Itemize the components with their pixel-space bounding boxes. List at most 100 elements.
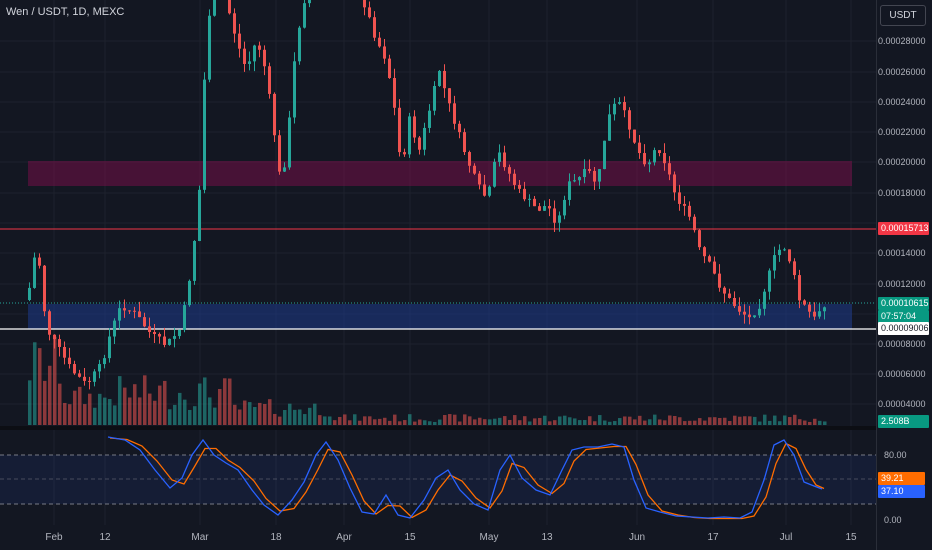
volume-bar — [238, 409, 242, 425]
candle-body — [83, 376, 86, 381]
candle-body — [738, 306, 741, 312]
candle-body — [428, 110, 431, 128]
candle-body — [303, 3, 306, 28]
volume-bar — [63, 402, 67, 425]
volume-bar — [408, 414, 412, 425]
volume-bar — [513, 415, 517, 425]
volume-bar — [423, 420, 427, 425]
candle-body — [398, 107, 401, 153]
volume-bar — [453, 414, 457, 425]
candle-body — [73, 364, 76, 374]
volume-bar — [488, 419, 492, 425]
candle-body — [518, 184, 521, 189]
time-label: 15 — [845, 532, 857, 543]
volume-bar — [68, 404, 72, 425]
candle-body — [53, 334, 56, 340]
candle-body — [423, 127, 426, 150]
candle-body — [273, 93, 276, 136]
candle-body — [88, 380, 91, 382]
candle-body — [253, 45, 256, 62]
volume-bar — [373, 419, 377, 425]
currency-button[interactable]: USDT — [880, 5, 926, 26]
volume-bar — [623, 416, 627, 425]
volume-bar — [783, 415, 787, 425]
candle-body — [58, 339, 61, 347]
oscillator-label: 80.00 — [884, 450, 907, 460]
symbol-title: Wen / USDT, 1D, MEXC — [6, 6, 125, 18]
candle-body — [308, 0, 311, 4]
volume-bar — [298, 409, 302, 425]
resistance-price-tag: 0.00015713 — [878, 222, 929, 235]
volume-bar — [413, 421, 417, 425]
candle-body — [718, 273, 721, 288]
volume-bar — [668, 415, 672, 425]
volume-bar — [628, 416, 632, 425]
time-label: 13 — [541, 532, 553, 543]
candle-body — [538, 206, 541, 211]
volume-bar — [573, 418, 577, 425]
volume-bar — [713, 417, 717, 425]
volume-bar — [213, 407, 217, 425]
volume-bar — [733, 415, 737, 425]
candle-body — [268, 66, 271, 94]
volume-bar — [813, 418, 817, 425]
volume-bar — [53, 336, 57, 425]
volume-bar — [88, 393, 92, 425]
volume-bar — [443, 415, 447, 425]
volume-bar — [243, 400, 247, 425]
candle-body — [608, 114, 611, 141]
volume-bar — [198, 383, 202, 425]
volume-bar — [433, 421, 437, 425]
volume-bar — [683, 421, 687, 425]
candle-body — [688, 205, 691, 217]
candle-body — [68, 357, 71, 365]
candle-body — [173, 336, 176, 339]
volume-bar — [113, 405, 117, 425]
volume-bar — [333, 420, 337, 425]
volume-bar — [343, 414, 347, 425]
time-label: Jul — [779, 532, 793, 543]
volume-bar — [338, 416, 342, 425]
candle-body — [168, 338, 171, 345]
volume-bar — [143, 375, 147, 425]
volume-bar — [493, 418, 497, 425]
volume-bar — [348, 420, 352, 425]
volume-bar — [263, 404, 267, 425]
candle-body — [178, 329, 181, 337]
volume-bar — [43, 380, 47, 425]
candle-body — [288, 117, 291, 168]
candle-body — [228, 0, 231, 14]
volume-bar — [73, 390, 77, 425]
candle-body — [298, 27, 301, 62]
candle-body — [668, 163, 671, 175]
candle-body — [638, 142, 641, 154]
volume-bar — [378, 418, 382, 425]
candle-body — [413, 116, 416, 138]
pane-separator[interactable] — [0, 426, 877, 430]
candle-body — [118, 308, 121, 321]
candle-body — [283, 167, 286, 172]
candle-body — [213, 0, 216, 16]
candle-body — [758, 308, 761, 316]
candle-body — [558, 215, 561, 223]
volume-bar — [693, 420, 697, 425]
candle-body — [768, 270, 771, 292]
volume-bar — [563, 415, 567, 425]
candle-body — [568, 181, 571, 200]
volume-bar — [138, 397, 142, 425]
support-zone — [28, 304, 852, 329]
candle-body — [198, 189, 201, 241]
volume-bar — [728, 421, 732, 425]
candlestick-series — [28, 0, 826, 390]
oscillator-label: 0.00 — [884, 515, 902, 525]
volume-bar — [193, 406, 197, 425]
candle-body — [663, 153, 666, 164]
volume-bar — [448, 414, 452, 425]
volume-bar — [738, 416, 742, 425]
volume-bar — [768, 420, 772, 425]
volume-bar — [258, 402, 262, 425]
candle-body — [33, 257, 36, 288]
volume-bar — [653, 414, 657, 425]
